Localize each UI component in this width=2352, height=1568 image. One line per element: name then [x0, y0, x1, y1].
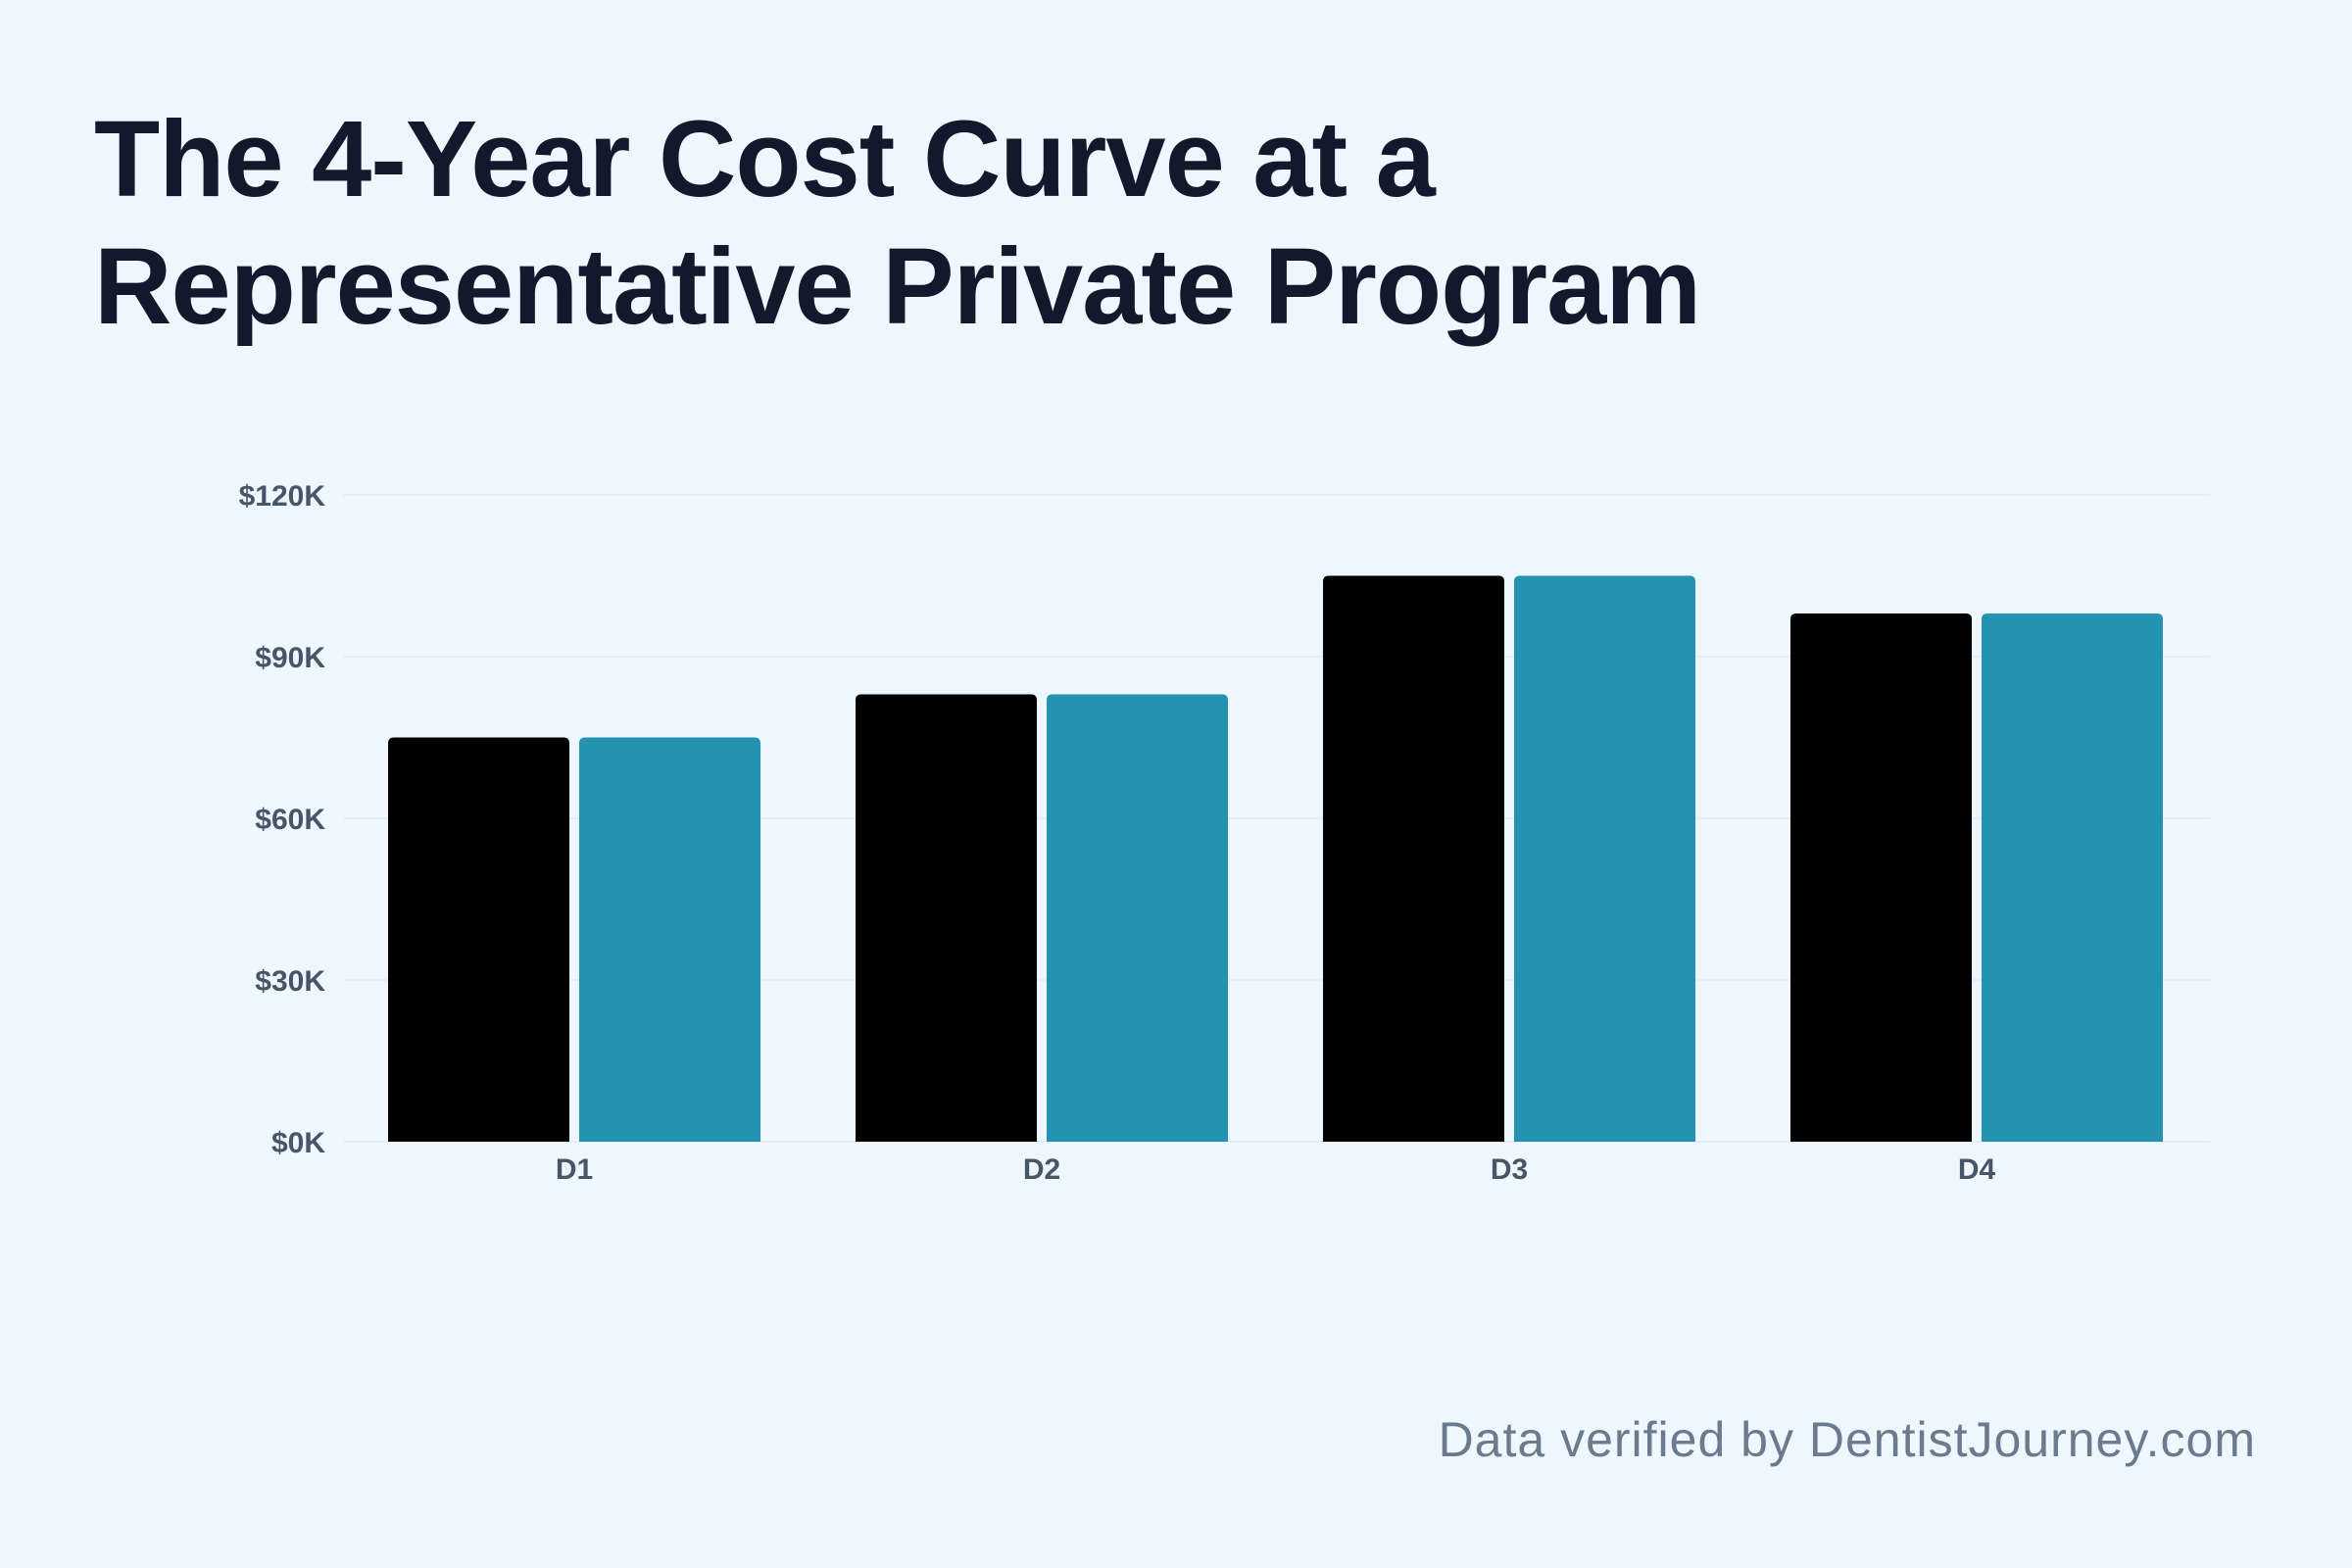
bar-d2-series-2	[1047, 694, 1228, 1142]
bar-d4-series-2	[1982, 613, 2163, 1142]
bar-d2-series-1	[856, 694, 1037, 1142]
y-tick-label: $90K	[255, 642, 325, 674]
data-source-footer: Data verified by DentistJourney.com	[1438, 1412, 2256, 1467]
bar-d1-series-2	[579, 737, 760, 1142]
y-axis-ticks: $0K $30K $60K $90K $120K	[239, 480, 326, 1159]
y-tick-label: $30K	[255, 965, 325, 998]
x-tick-label: D1	[556, 1153, 593, 1186]
bars	[388, 575, 2163, 1142]
chart-title-line-1: The 4-Year Cost Curve at a	[94, 99, 1436, 220]
bar-d4-series-1	[1790, 613, 1972, 1142]
x-tick-label: D2	[1023, 1153, 1060, 1186]
bar-d3-series-2	[1514, 575, 1695, 1142]
bar-d3-series-1	[1323, 575, 1504, 1142]
chart-title-line-2: Representative Private Program	[94, 226, 1701, 347]
y-tick-label: $60K	[255, 804, 325, 836]
y-tick-label: $0K	[271, 1127, 325, 1159]
x-tick-label: D3	[1491, 1153, 1528, 1186]
y-tick-label: $120K	[239, 480, 326, 513]
bar-d1-series-1	[388, 737, 569, 1142]
chart-title: The 4-Year Cost Curve at a Representativ…	[94, 96, 2054, 351]
x-axis-ticks: D1 D2 D3 D4	[556, 1153, 1996, 1186]
x-tick-label: D4	[1958, 1153, 1996, 1186]
